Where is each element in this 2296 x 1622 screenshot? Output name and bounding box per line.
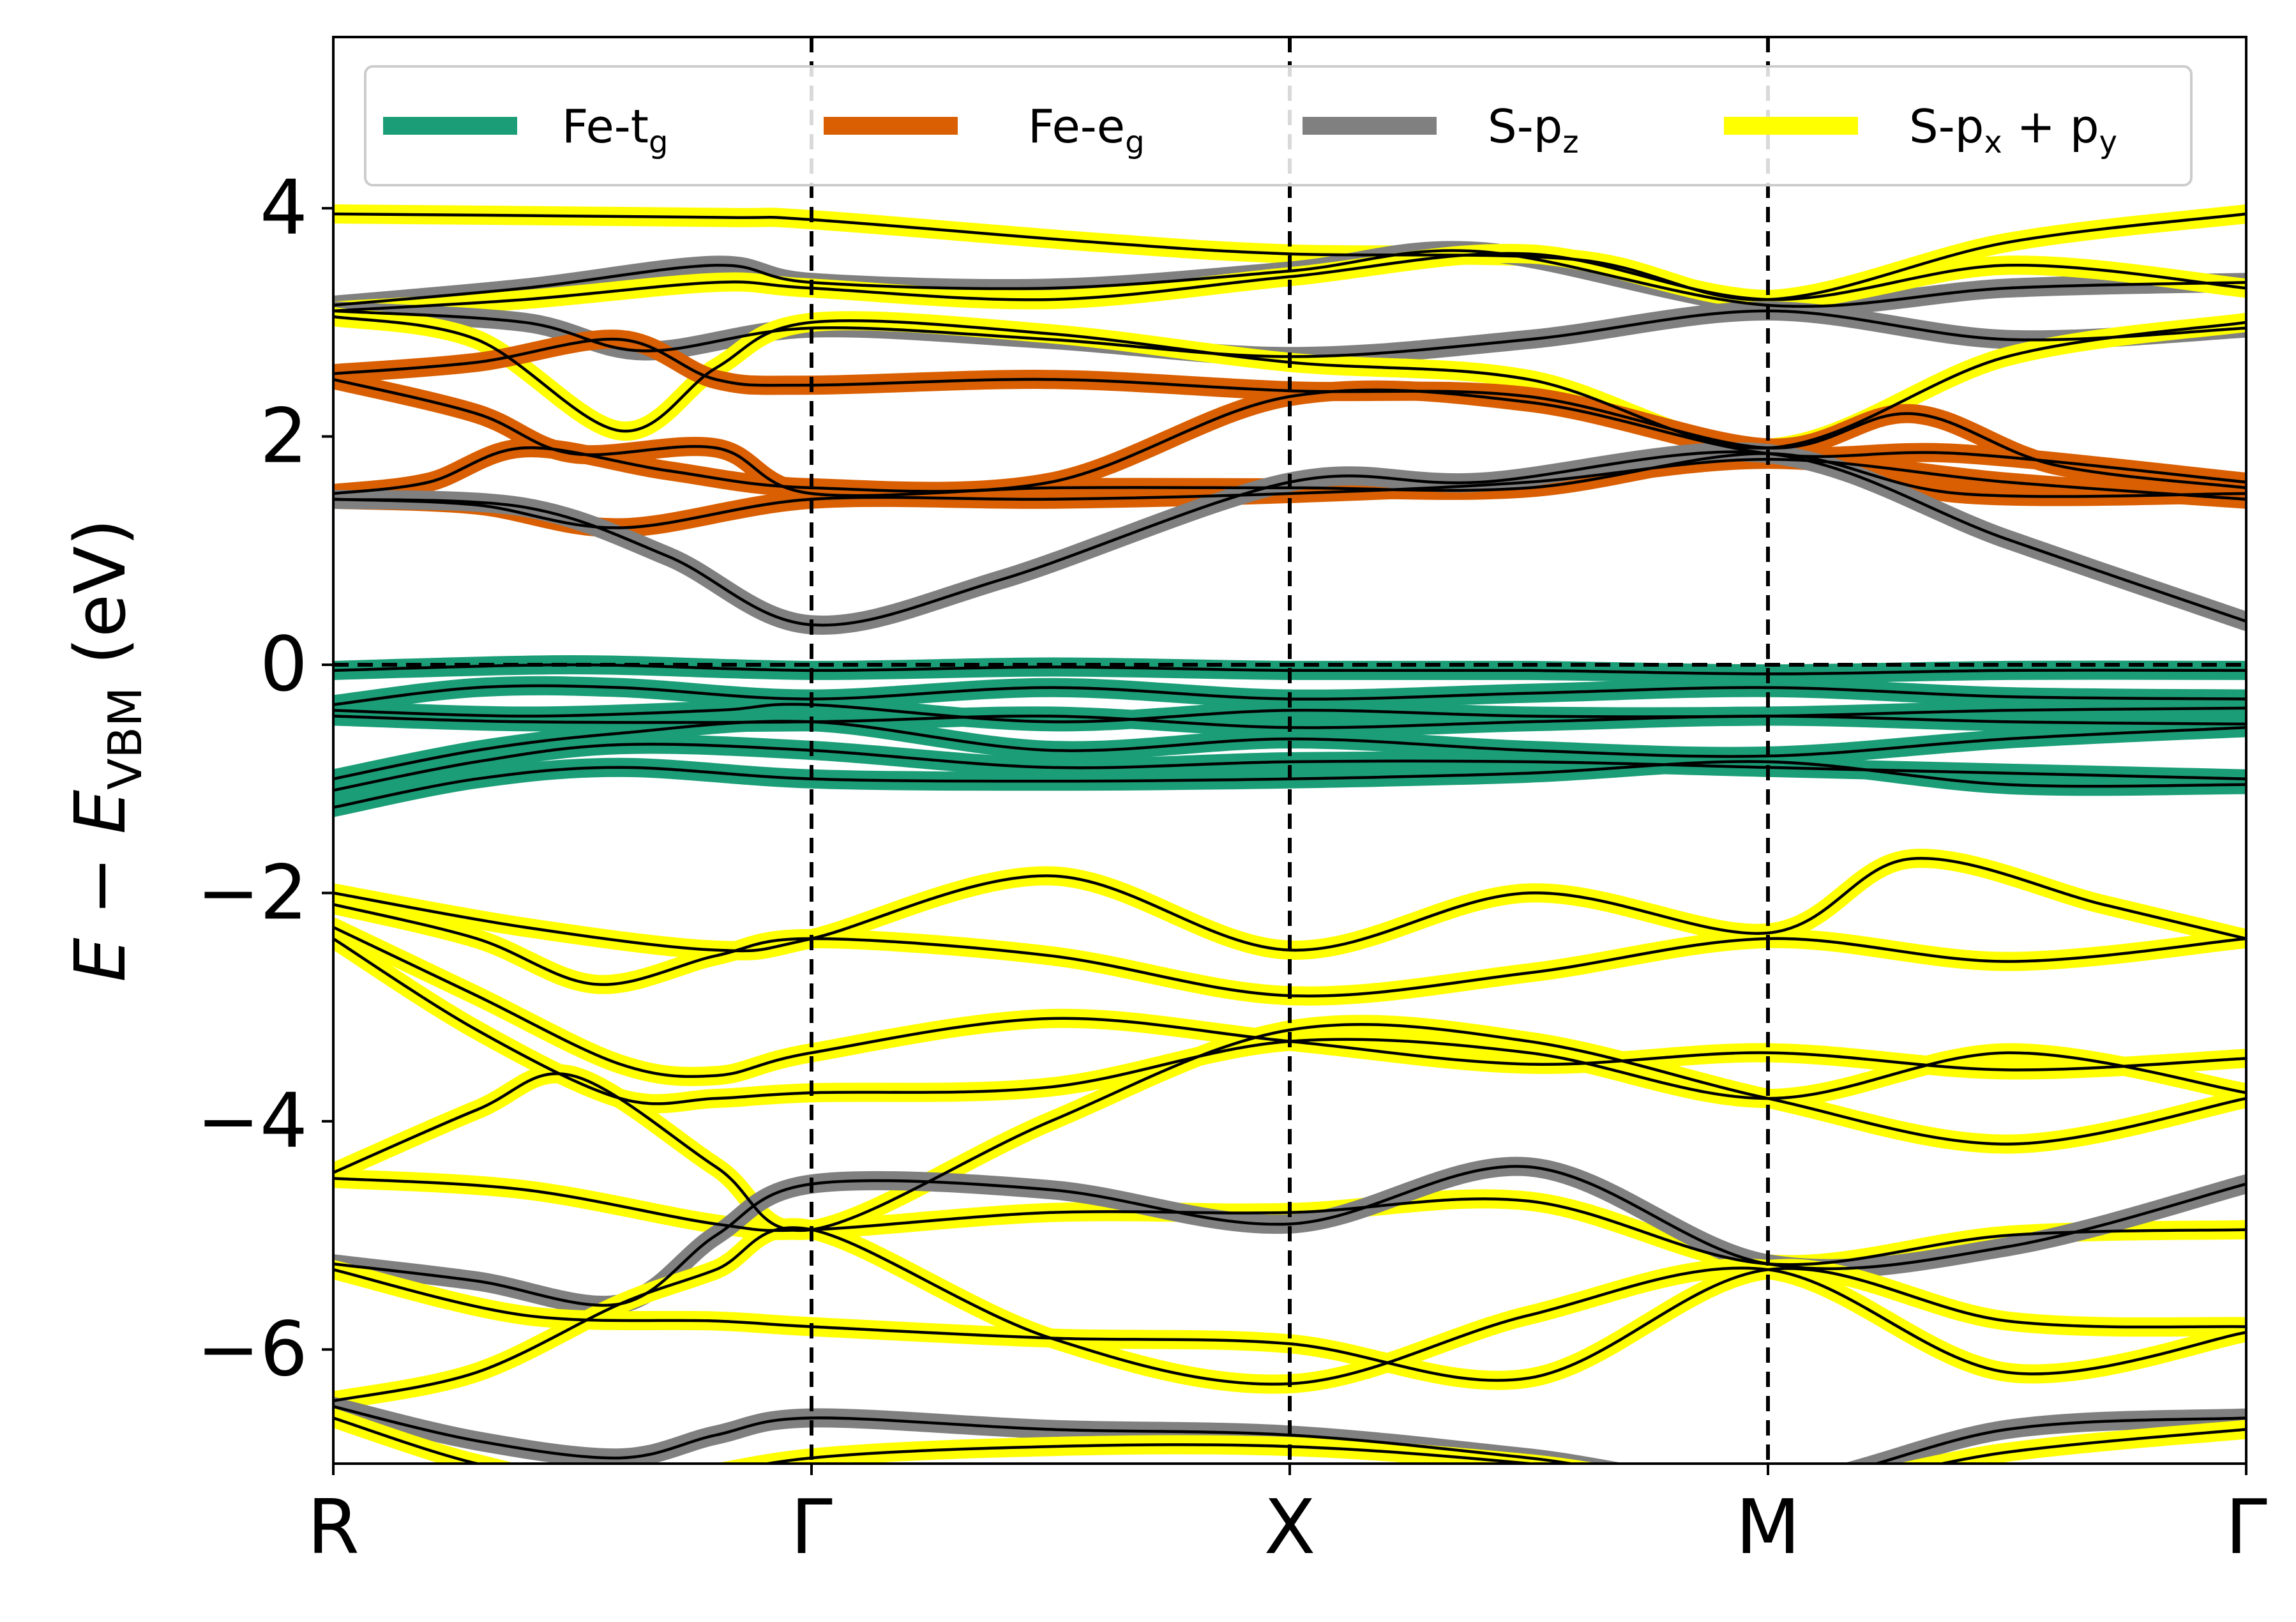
band-line-5: [333, 337, 2246, 490]
band-line-26: [333, 1405, 2246, 1464]
y-tick-label-4: −4: [197, 1077, 308, 1165]
band-line-22: [333, 1176, 2246, 1266]
y-tick-label-2: 0: [260, 620, 308, 708]
band-line-19: [333, 925, 2246, 1078]
band-line-9: [333, 450, 2246, 627]
band-line-24: [333, 1267, 2246, 1382]
y-tick-label-5: −6: [197, 1305, 308, 1393]
band-line-18: [333, 903, 2246, 997]
reference-lines: [333, 37, 2246, 1464]
band-line-20: [333, 937, 2246, 1105]
band-line-23: [333, 1165, 2246, 1307]
y-axis-label: E − EVBM (eV): [59, 519, 152, 982]
y-tick-label-0: 4: [260, 163, 308, 252]
x-tick-label-2: X: [1264, 1483, 1316, 1571]
band-line-14: [333, 720, 2246, 780]
band-line-11: [333, 684, 2246, 706]
legend-label-0: Fe-tg: [562, 100, 668, 160]
band-line-8: [333, 458, 2246, 529]
legend-label-3: S-px + py: [1909, 100, 2117, 160]
band-line-4: [333, 315, 2246, 450]
band-line-6: [333, 378, 2246, 498]
legend: Fe-tg Fe-eg S-pz S-px + py: [364, 65, 2193, 186]
y-label-unit: (eV): [59, 519, 141, 687]
y-tick-label-3: −2: [197, 848, 308, 936]
y-label-base: E − E: [59, 789, 141, 982]
band-line-12: [333, 702, 2246, 724]
legend-label-2: S-pz: [1488, 100, 1579, 160]
band-line-27: [333, 1416, 2246, 1464]
band-line-16: [333, 760, 2246, 809]
x-tick-label-0: R: [307, 1483, 359, 1571]
legend-label-1: Fe-eg: [1028, 100, 1145, 160]
y-tick-label-1: 2: [260, 392, 308, 480]
x-tick-label-3: M: [1735, 1483, 1801, 1571]
band-line-0: [333, 212, 2246, 301]
band-line-21: [333, 1022, 2246, 1232]
x-tick-label-1: Γ: [790, 1483, 833, 1571]
y-axis: 4 2 0 −2 −4 −6: [197, 163, 333, 1393]
band-line-1: [333, 249, 2246, 308]
band-line-2: [333, 252, 2246, 313]
band-line-7: [333, 388, 2246, 496]
y-label-subscript: VBM: [98, 687, 152, 790]
band-line-15: [333, 743, 2246, 792]
x-tick-label-4: Γ: [2225, 1483, 2267, 1571]
band-line-25: [333, 1226, 2246, 1402]
legend-box: [364, 65, 2193, 186]
